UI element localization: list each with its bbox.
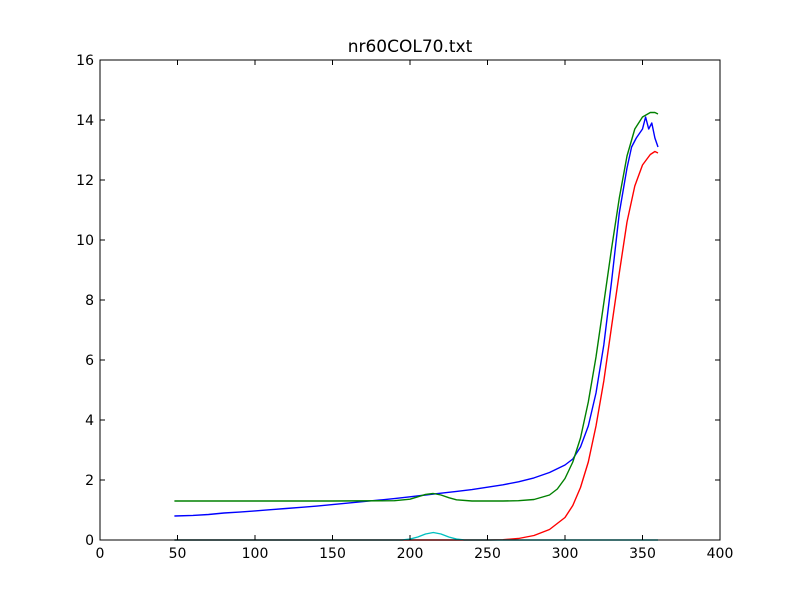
y-tick-label-8: 16 — [76, 53, 94, 69]
series-line-4 — [174, 531, 658, 541]
chart-title: nr60COL70.txt — [348, 37, 473, 57]
x-tick-label-4: 200 — [397, 546, 424, 562]
y-tick-label-3: 6 — [85, 353, 94, 369]
x-tick-label-6: 300 — [552, 546, 579, 562]
x-tick-label-0: 0 — [96, 546, 105, 562]
y-tick-label-2: 4 — [85, 413, 94, 429]
y-tick-label-1: 2 — [85, 473, 94, 489]
x-tick-label-5: 250 — [474, 546, 501, 562]
axes-layer: 0 50 100 150 200 250 300 350 400 0 2 4 6 8 10 12 14 16 — [76, 53, 733, 562]
x-tick-label-7: 350 — [629, 546, 656, 562]
y-tick-label-7: 14 — [76, 113, 94, 129]
series-line-1 — [174, 116, 659, 517]
y-tick-label-0: 0 — [85, 533, 94, 549]
y-tick-label-5: 10 — [76, 233, 94, 249]
plot-frame — [99, 59, 721, 541]
x-tick-label-3: 150 — [319, 546, 346, 562]
y-tick-label-6: 12 — [76, 173, 94, 189]
x-tick-label-8: 400 — [707, 546, 734, 562]
series-layer — [174, 111, 659, 541]
x-tick-label-1: 50 — [169, 546, 187, 562]
x-tick-label-2: 100 — [242, 546, 269, 562]
series-line-2 — [174, 111, 659, 502]
y-tick-label-4: 8 — [85, 293, 94, 309]
series-line-3 — [174, 150, 659, 541]
